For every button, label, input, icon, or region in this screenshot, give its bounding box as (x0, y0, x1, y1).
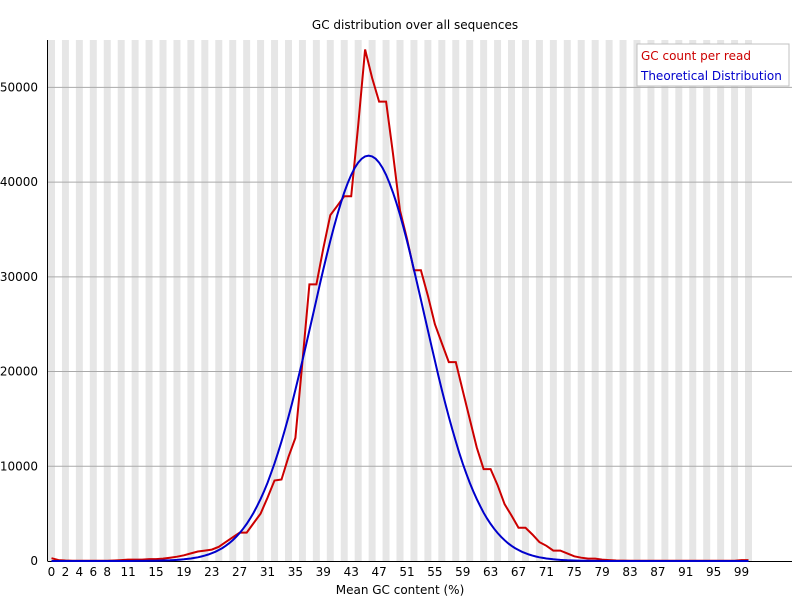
stripe-band (396, 40, 404, 561)
stripe-band (591, 40, 599, 561)
series-line-theoretical (51, 154, 749, 562)
x-tick-label: 43 (344, 565, 359, 579)
x-tick-label: 95 (706, 565, 721, 579)
x-tick-label: 8 (103, 565, 111, 579)
stripe-band (340, 40, 348, 561)
y-tick-labels: 0 10000 20000 30000 40000 50000 (0, 80, 38, 568)
stripe-band (521, 40, 529, 561)
x-tick-label: 83 (622, 565, 637, 579)
stripe-band (619, 40, 627, 561)
y-tick-label: 50000 (0, 80, 38, 94)
stripe-band (229, 40, 237, 561)
x-tick-label: 2 (62, 565, 70, 579)
stripe-band (703, 40, 711, 561)
stripe-band (438, 40, 446, 561)
x-tick-label: 79 (594, 565, 609, 579)
stripe-band (298, 40, 306, 561)
legend-item-theoretical: Theoretical Distribution (640, 69, 782, 83)
y-tick-label: 0 (30, 554, 38, 568)
stripe-band (215, 40, 223, 561)
x-tick-label: 35 (288, 565, 303, 579)
y-tick-label: 40000 (0, 175, 38, 189)
x-tick-label: 55 (427, 565, 442, 579)
stripe-band (243, 40, 251, 561)
background-stripes (48, 40, 752, 561)
stripe-band (89, 40, 97, 561)
stripe-band (494, 40, 502, 561)
y-tick-label: 30000 (0, 270, 38, 284)
x-axis-label: Mean GC content (%) (336, 583, 465, 597)
legend-box (636, 43, 790, 87)
x-tick-label: 11 (121, 565, 136, 579)
x-tick-label: 31 (260, 565, 275, 579)
y-tick-label: 20000 (0, 365, 38, 379)
stripe-band (61, 40, 69, 561)
stripe-band (480, 40, 488, 561)
x-tick-label: 71 (539, 565, 554, 579)
x-tick-label: 27 (232, 565, 247, 579)
stripe-band (326, 40, 334, 561)
stripe-band (271, 40, 279, 561)
stripe-band (382, 40, 390, 561)
legend-item-gc-count: GC count per read (641, 49, 751, 63)
stripe-band (717, 40, 725, 561)
horizontal-gridlines (48, 86, 792, 467)
stripe-band (745, 40, 752, 561)
stripe-band (563, 40, 571, 561)
stripe-band (187, 40, 195, 561)
stripe-band (354, 40, 362, 561)
stripe-band (48, 40, 55, 561)
x-tick-label: 51 (399, 565, 414, 579)
stripe-band (410, 40, 418, 561)
stripe-band (647, 40, 655, 561)
x-tick-label: 91 (678, 565, 693, 579)
x-tick-label: 47 (371, 565, 386, 579)
x-tick-label: 59 (455, 565, 470, 579)
series-lines (51, 49, 749, 562)
stripe-band (117, 40, 125, 561)
stripe-band (75, 40, 83, 561)
x-tick-label: 67 (511, 565, 526, 579)
x-tick-label: 6 (89, 565, 97, 579)
stripe-band (201, 40, 209, 561)
x-tick-label: 87 (650, 565, 665, 579)
x-tick-label: 23 (204, 565, 219, 579)
x-tick-label: 39 (316, 565, 331, 579)
chart-title: GC distribution over all sequences (312, 18, 518, 32)
stripe-band (424, 40, 432, 561)
x-tick-label: 15 (148, 565, 163, 579)
stripe-band (284, 40, 292, 561)
x-tick-label: 4 (76, 565, 84, 579)
stripe-band (103, 40, 111, 561)
x-tick-label: 0 (48, 565, 56, 579)
stripe-band (633, 40, 641, 561)
stripe-band (605, 40, 613, 561)
x-tick-label: 19 (176, 565, 191, 579)
stripe-band (577, 40, 585, 561)
stripe-band (145, 40, 153, 561)
stripe-band (368, 40, 376, 561)
legend: GC count per read Theoretical Distributi… (636, 43, 790, 87)
stripe-band (452, 40, 460, 561)
stripe-band (689, 40, 697, 561)
stripe-band (731, 40, 739, 561)
y-tick-label: 10000 (0, 459, 38, 473)
stripe-band (159, 40, 167, 561)
stripe-band (675, 40, 683, 561)
x-tick-label: 75 (567, 565, 582, 579)
stripe-band (661, 40, 669, 561)
stripe-band (466, 40, 474, 561)
stripe-band (173, 40, 181, 561)
stripe-band (257, 40, 265, 561)
stripe-band (535, 40, 543, 561)
x-tick-labels: 0 2 4 6 8 11 15 19 23 27 31 35 39 43 47 51 55 59 63 67 71 75 7… (48, 565, 750, 579)
x-tick-label: 99 (734, 565, 749, 579)
stripe-band (131, 40, 139, 561)
stripe-band (549, 40, 557, 561)
stripe-band (508, 40, 516, 561)
x-tick-label: 63 (483, 565, 498, 579)
